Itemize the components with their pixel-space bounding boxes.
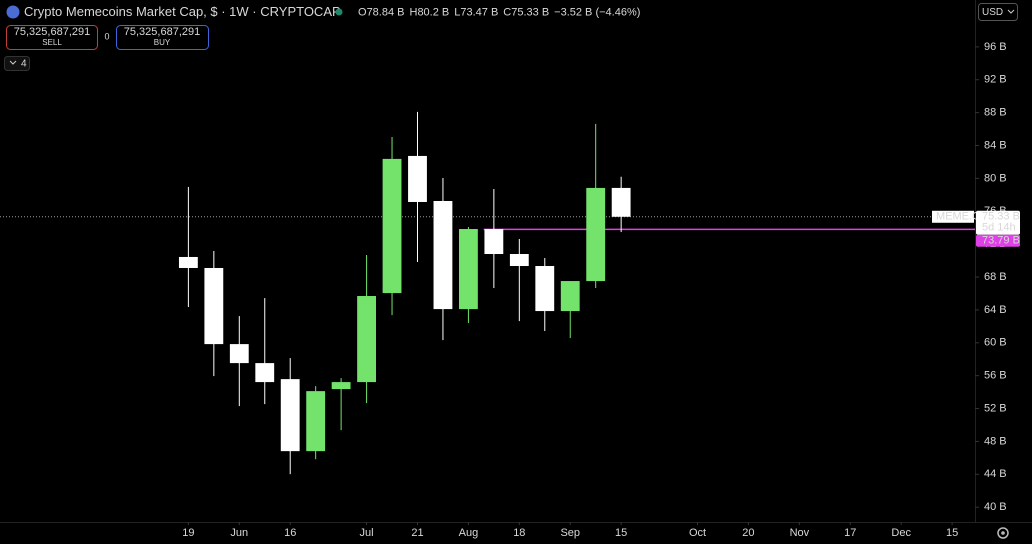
candle-body: [560, 281, 580, 312]
y-tick-label: 80 B: [984, 172, 1007, 184]
candle-body: [458, 229, 478, 310]
x-tick-label: 16: [284, 527, 296, 539]
x-tick-label: Sep: [560, 527, 580, 539]
candle-body: [535, 266, 555, 312]
y-tick-label: 44 B: [984, 468, 1007, 480]
candle-body: [178, 256, 198, 268]
y-tick-label: 84 B: [984, 139, 1007, 151]
candle-body: [229, 344, 249, 364]
x-tick-label: 19: [182, 527, 194, 539]
currency-label[interactable]: USD: [982, 7, 1003, 18]
ohlc-legend: O 78.84 B H 80.2 B L 73.47 B C 75.33 B −3.52 B (…: [358, 6, 640, 18]
level-label: 73.79 B: [982, 235, 1020, 247]
candle-body: [382, 158, 402, 294]
x-tick-label: 18: [513, 527, 525, 539]
x-tick-label: Oct: [689, 527, 706, 539]
x-tick-label: Nov: [790, 527, 810, 539]
sell-price[interactable]: 75,325,687,291: [14, 26, 90, 38]
y-tick-label: 48 B: [984, 435, 1007, 447]
sell-button[interactable]: [6, 25, 98, 50]
ohlc-value: 73.47 B: [460, 6, 498, 18]
ohlc-key: O: [358, 6, 367, 18]
indicators-toggle[interactable]: [4, 56, 30, 71]
candle-body: [331, 382, 351, 390]
candle-body: [280, 379, 300, 452]
ohlc-key: C: [503, 6, 511, 18]
candle-body: [509, 254, 529, 267]
candle-body: [204, 267, 224, 345]
candle-body: [408, 155, 427, 202]
x-tick-label: 15: [946, 527, 958, 539]
buy-price[interactable]: 75,325,687,291: [124, 26, 200, 38]
ohlc-change: −3.52 B (−4.46%): [554, 6, 640, 18]
countdown-label: 5d 14h: [982, 222, 1016, 234]
y-tick-label: 40 B: [984, 501, 1007, 513]
x-tick-label: Dec: [891, 527, 911, 539]
symbol-label: MEME.C: [936, 211, 980, 223]
candle-body: [357, 296, 376, 383]
ohlc-key: H: [409, 6, 417, 18]
y-tick-label: 92 B: [984, 74, 1007, 86]
ohlc-value: 75.33 B: [511, 6, 549, 18]
y-tick-label: 88 B: [984, 107, 1007, 119]
candle-body: [586, 187, 606, 282]
y-tick-label: 68 B: [984, 271, 1007, 283]
chevron-icon: [1007, 9, 1015, 14]
y-tick-label: 64 B: [984, 304, 1007, 316]
y-tick-label: 60 B: [984, 337, 1007, 349]
price-label-box: [976, 210, 1020, 235]
x-tick-label: Jun: [230, 527, 248, 539]
currency-select[interactable]: [978, 3, 1018, 21]
candle-body: [306, 391, 326, 452]
settings-button[interactable]: [997, 527, 1009, 539]
buy-label[interactable]: BUY: [154, 38, 171, 47]
symbol-label-box: [932, 210, 974, 223]
ohlc-value: 78.84 B: [367, 6, 405, 18]
candle-body: [433, 200, 453, 310]
candle-body: [255, 363, 275, 383]
chevron-icon: [9, 60, 17, 65]
indicators-count[interactable]: 4: [21, 59, 27, 70]
y-tick-label: 52 B: [984, 402, 1007, 414]
y-tick-label: 96 B: [984, 41, 1007, 53]
candle-body: [611, 187, 631, 217]
y-tick-label: 56 B: [984, 370, 1007, 382]
spread: 0: [104, 31, 109, 41]
x-tick-label: 17: [844, 527, 856, 539]
sell-label[interactable]: SELL: [42, 38, 62, 47]
x-tick-label: 21: [411, 527, 423, 539]
ohlc-key: L: [454, 6, 460, 18]
buy-button[interactable]: [116, 25, 209, 50]
x-tick-label: 15: [615, 527, 627, 539]
chart-title: Crypto Memecoins Market Cap, $ · 1W · CR…: [24, 4, 341, 19]
price-label: 75.33 B: [982, 211, 1020, 223]
symbol-logo: [6, 5, 20, 19]
x-tick-label: Jul: [360, 527, 374, 539]
status-dot: [335, 8, 343, 16]
level-label-box: [976, 234, 1020, 247]
candle-body: [484, 229, 504, 255]
ohlc-value: 80.2 B: [417, 6, 449, 18]
x-tick-label: Aug: [459, 527, 479, 539]
x-tick-label: 20: [742, 527, 754, 539]
settings-icon: [1001, 531, 1005, 535]
